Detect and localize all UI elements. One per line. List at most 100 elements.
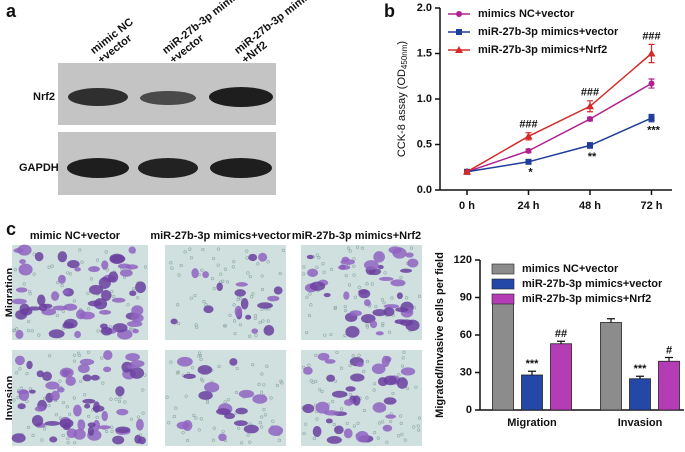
pore (348, 393, 353, 397)
pore (210, 277, 215, 281)
bar (550, 343, 572, 411)
legend-label: miR-27b-3p mimics+Nrf2 (478, 44, 607, 56)
pore (170, 266, 174, 270)
pore (126, 303, 130, 307)
pore (314, 379, 318, 384)
cell (343, 399, 354, 406)
pore (352, 257, 356, 261)
cell (229, 358, 238, 366)
pore (308, 292, 312, 296)
cell (48, 329, 65, 339)
pore (48, 354, 52, 358)
significance-label: ### (581, 87, 599, 99)
pore (323, 333, 327, 337)
cell (343, 291, 350, 300)
pore (174, 406, 178, 410)
cell (87, 422, 96, 428)
cell (17, 244, 32, 256)
cell (373, 251, 385, 263)
pore (188, 247, 192, 251)
cell (16, 390, 29, 395)
pore (262, 407, 266, 412)
cell (268, 425, 284, 436)
pore (95, 258, 100, 262)
pore (110, 429, 114, 434)
cell (17, 403, 26, 410)
y-tick-label: 0 (466, 404, 472, 416)
cell (331, 390, 348, 398)
pore (400, 432, 404, 436)
pore (309, 303, 313, 307)
cell (15, 287, 28, 293)
pore (77, 353, 81, 358)
bar (600, 322, 622, 411)
pore (332, 422, 336, 427)
bar (629, 378, 651, 411)
cell (334, 425, 344, 435)
x-tick-label: 0 h (459, 200, 475, 212)
pore (179, 263, 183, 268)
pore (28, 292, 32, 296)
micrograph-column-title: mimic NC+vector (30, 230, 121, 242)
pore (339, 366, 344, 370)
pore (212, 287, 216, 291)
pore (269, 396, 273, 400)
pore (47, 265, 51, 269)
pore (80, 260, 84, 264)
pore (32, 272, 36, 276)
pore (343, 304, 347, 309)
pore (345, 421, 349, 426)
pore (186, 438, 190, 443)
pore (60, 283, 64, 288)
micrograph-column-title: miR-27b-3p mimics+Nrf2 (292, 230, 421, 242)
cell (235, 282, 248, 287)
pore (225, 280, 230, 284)
y-tick-label: 0.5 (417, 138, 432, 150)
cell (315, 401, 330, 414)
pore (72, 359, 77, 363)
pore (248, 274, 252, 279)
pore (129, 328, 133, 332)
cell (312, 425, 322, 438)
cell (176, 356, 193, 367)
cell (223, 412, 236, 420)
x-tick-label: 48 h (579, 200, 601, 212)
pore (232, 303, 236, 307)
pore (197, 428, 201, 432)
cell (129, 290, 137, 297)
legend-label: miR-27b-3p mimics+vector (522, 278, 663, 290)
cell (405, 252, 414, 258)
cell (98, 277, 111, 289)
pore (219, 272, 223, 276)
pore (416, 424, 420, 428)
pore (412, 425, 416, 429)
pore (114, 397, 118, 401)
pore (89, 277, 94, 281)
y-tick-label: 90 (460, 291, 472, 303)
cell (203, 305, 214, 314)
pore (221, 279, 225, 283)
pore (343, 309, 348, 313)
micrograph (165, 245, 286, 340)
cell (303, 366, 313, 375)
pore (261, 319, 265, 323)
pore (13, 267, 17, 272)
cell (383, 397, 397, 405)
cell (257, 302, 273, 309)
cell (11, 298, 27, 305)
cell (377, 377, 389, 387)
pore (25, 399, 29, 403)
pore (365, 282, 369, 286)
pore (40, 438, 44, 442)
significance-label: ### (519, 119, 537, 131)
pore (397, 373, 401, 377)
micrograph (12, 245, 148, 340)
blot-band (67, 158, 129, 178)
pore (194, 416, 198, 420)
pore (175, 371, 180, 375)
pore (109, 397, 113, 401)
cell (132, 328, 139, 334)
x-tick-label: 72 h (640, 200, 662, 212)
y-tick-label: 2.0 (417, 2, 432, 14)
